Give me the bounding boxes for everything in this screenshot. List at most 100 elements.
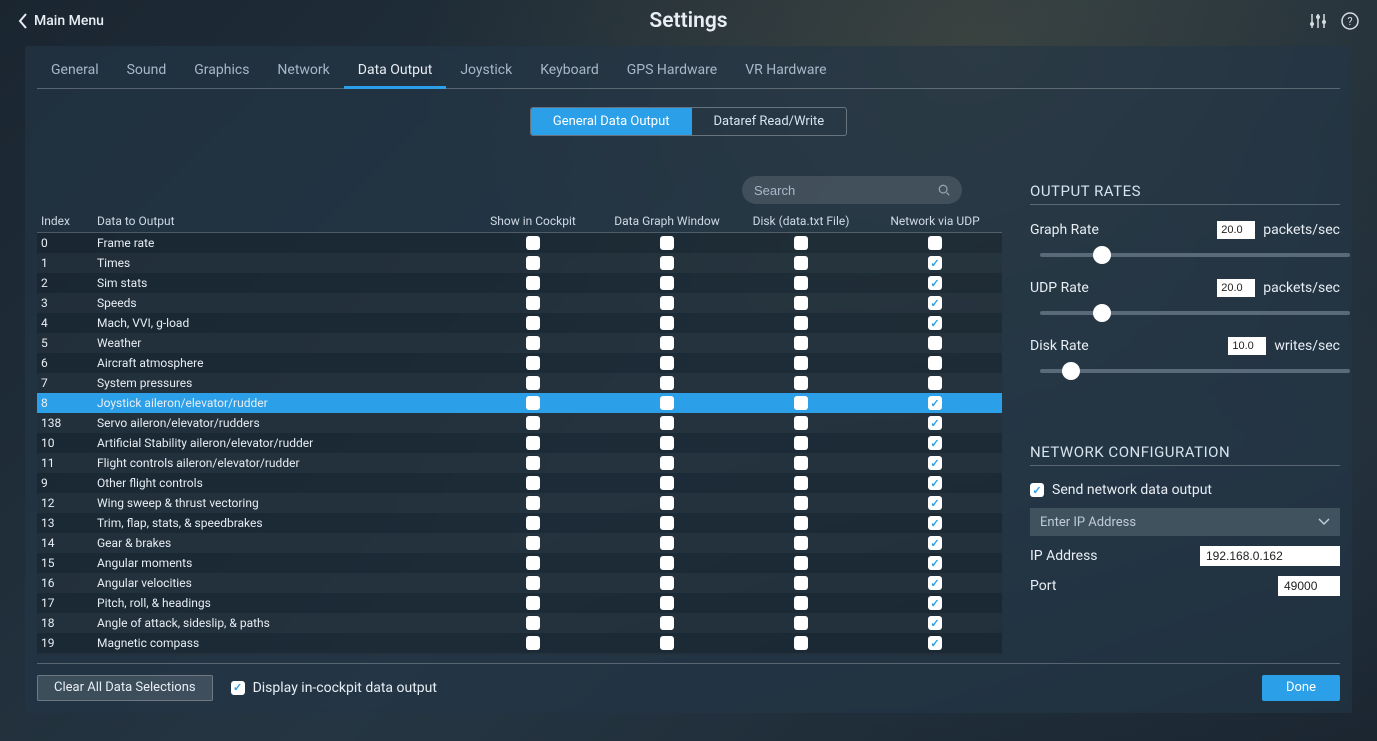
checkbox-disk[interactable] bbox=[794, 316, 808, 330]
table-row[interactable]: 20Latitude, longitude, & altitude bbox=[37, 653, 1002, 655]
checkbox-disk[interactable] bbox=[794, 556, 808, 570]
checkbox-cockpit[interactable] bbox=[526, 516, 540, 530]
table-row[interactable]: 5Weather bbox=[37, 333, 1002, 353]
checkbox-graph[interactable] bbox=[660, 276, 674, 290]
table-row[interactable]: 19Magnetic compass bbox=[37, 633, 1002, 653]
table-row[interactable]: 1Times bbox=[37, 253, 1002, 273]
checkbox-udp[interactable] bbox=[928, 396, 942, 410]
disk-rate-value[interactable] bbox=[1228, 337, 1266, 355]
table-row[interactable]: 3Speeds bbox=[37, 293, 1002, 313]
udp-rate-slider[interactable] bbox=[1040, 303, 1350, 323]
table-row[interactable]: 6Aircraft atmosphere bbox=[37, 353, 1002, 373]
checkbox-disk[interactable] bbox=[794, 576, 808, 590]
checkbox-disk[interactable] bbox=[794, 516, 808, 530]
checkbox-graph[interactable] bbox=[660, 536, 674, 550]
checkbox-graph[interactable] bbox=[660, 336, 674, 350]
table-row[interactable]: 138Servo aileron/elevator/rudders bbox=[37, 413, 1002, 433]
port-input[interactable] bbox=[1278, 576, 1340, 596]
checkbox-udp[interactable] bbox=[928, 336, 942, 350]
checkbox-disk[interactable] bbox=[794, 336, 808, 350]
table-row[interactable]: 0Frame rate bbox=[37, 233, 1002, 253]
checkbox-udp[interactable] bbox=[928, 256, 942, 270]
checkbox-udp[interactable] bbox=[928, 276, 942, 290]
checkbox-cockpit[interactable] bbox=[526, 616, 540, 630]
table-row[interactable]: 15Angular moments bbox=[37, 553, 1002, 573]
subtab-1[interactable]: Dataref Read/Write bbox=[692, 108, 847, 135]
checkbox-disk[interactable] bbox=[794, 496, 808, 510]
checkbox-graph[interactable] bbox=[660, 416, 674, 430]
checkbox-cockpit[interactable] bbox=[526, 256, 540, 270]
table-row[interactable]: 4Mach, VVI, g-load bbox=[37, 313, 1002, 333]
ip-address-input[interactable] bbox=[1200, 546, 1340, 566]
checkbox-disk[interactable] bbox=[794, 356, 808, 370]
checkbox-graph[interactable] bbox=[660, 376, 674, 390]
sliders-icon[interactable] bbox=[1309, 12, 1327, 30]
checkbox-cockpit[interactable] bbox=[526, 336, 540, 350]
tab-general[interactable]: General bbox=[37, 56, 113, 88]
checkbox-udp[interactable] bbox=[928, 556, 942, 570]
checkbox-cockpit[interactable] bbox=[526, 316, 540, 330]
table-row[interactable]: 18Angle of attack, sideslip, & paths bbox=[37, 613, 1002, 633]
tab-joystick[interactable]: Joystick bbox=[446, 56, 526, 88]
ip-address-dropdown[interactable]: Enter IP Address bbox=[1030, 508, 1340, 536]
checkbox-udp[interactable] bbox=[928, 496, 942, 510]
checkbox-graph[interactable] bbox=[660, 396, 674, 410]
checkbox-cockpit[interactable] bbox=[526, 536, 540, 550]
clear-all-button[interactable]: Clear All Data Selections bbox=[37, 675, 213, 701]
checkbox-graph[interactable] bbox=[660, 496, 674, 510]
checkbox-disk[interactable] bbox=[794, 416, 808, 430]
table-row[interactable]: 16Angular velocities bbox=[37, 573, 1002, 593]
checkbox-udp[interactable] bbox=[928, 456, 942, 470]
help-icon[interactable]: ? bbox=[1341, 12, 1359, 30]
checkbox-udp[interactable] bbox=[928, 516, 942, 530]
table-row[interactable]: 13Trim, flap, stats, & speedbrakes bbox=[37, 513, 1002, 533]
checkbox-udp[interactable] bbox=[928, 476, 942, 490]
table-row[interactable]: 17Pitch, roll, & headings bbox=[37, 593, 1002, 613]
checkbox-disk[interactable] bbox=[794, 596, 808, 610]
checkbox-cockpit[interactable] bbox=[526, 556, 540, 570]
checkbox-cockpit[interactable] bbox=[526, 396, 540, 410]
done-button[interactable]: Done bbox=[1262, 675, 1340, 701]
checkbox-udp[interactable] bbox=[928, 596, 942, 610]
checkbox-udp[interactable] bbox=[928, 576, 942, 590]
disk-rate-slider[interactable] bbox=[1040, 361, 1350, 381]
tab-sound[interactable]: Sound bbox=[113, 56, 181, 88]
table-row[interactable]: 11Flight controls aileron/elevator/rudde… bbox=[37, 453, 1002, 473]
checkbox-cockpit[interactable] bbox=[526, 236, 540, 250]
subtab-0[interactable]: General Data Output bbox=[531, 108, 692, 135]
checkbox-graph[interactable] bbox=[660, 516, 674, 530]
checkbox-graph[interactable] bbox=[660, 296, 674, 310]
checkbox-udp[interactable] bbox=[928, 536, 942, 550]
table-row[interactable]: 7System pressures bbox=[37, 373, 1002, 393]
checkbox-graph[interactable] bbox=[660, 556, 674, 570]
checkbox-udp[interactable] bbox=[928, 436, 942, 450]
checkbox-graph[interactable] bbox=[660, 476, 674, 490]
display-cockpit-checkbox[interactable] bbox=[231, 681, 245, 695]
checkbox-disk[interactable] bbox=[794, 456, 808, 470]
checkbox-disk[interactable] bbox=[794, 376, 808, 390]
checkbox-disk[interactable] bbox=[794, 536, 808, 550]
checkbox-graph[interactable] bbox=[660, 436, 674, 450]
checkbox-cockpit[interactable] bbox=[526, 356, 540, 370]
table-row[interactable]: 10Artificial Stability aileron/elevator/… bbox=[37, 433, 1002, 453]
checkbox-cockpit[interactable] bbox=[526, 436, 540, 450]
checkbox-cockpit[interactable] bbox=[526, 276, 540, 290]
checkbox-graph[interactable] bbox=[660, 636, 674, 650]
checkbox-graph[interactable] bbox=[660, 616, 674, 630]
checkbox-graph[interactable] bbox=[660, 356, 674, 370]
tab-graphics[interactable]: Graphics bbox=[180, 56, 263, 88]
search-input[interactable] bbox=[754, 183, 930, 198]
checkbox-disk[interactable] bbox=[794, 396, 808, 410]
table-row[interactable]: 14Gear & brakes bbox=[37, 533, 1002, 553]
checkbox-cockpit[interactable] bbox=[526, 496, 540, 510]
graph-rate-slider[interactable] bbox=[1040, 245, 1350, 265]
checkbox-cockpit[interactable] bbox=[526, 456, 540, 470]
checkbox-cockpit[interactable] bbox=[526, 296, 540, 310]
checkbox-udp[interactable] bbox=[928, 296, 942, 310]
tab-data-output[interactable]: Data Output bbox=[344, 56, 447, 88]
tab-vr-hardware[interactable]: VR Hardware bbox=[731, 56, 840, 88]
tab-gps-hardware[interactable]: GPS Hardware bbox=[613, 56, 731, 88]
checkbox-cockpit[interactable] bbox=[526, 636, 540, 650]
checkbox-cockpit[interactable] bbox=[526, 416, 540, 430]
tab-keyboard[interactable]: Keyboard bbox=[526, 56, 613, 88]
